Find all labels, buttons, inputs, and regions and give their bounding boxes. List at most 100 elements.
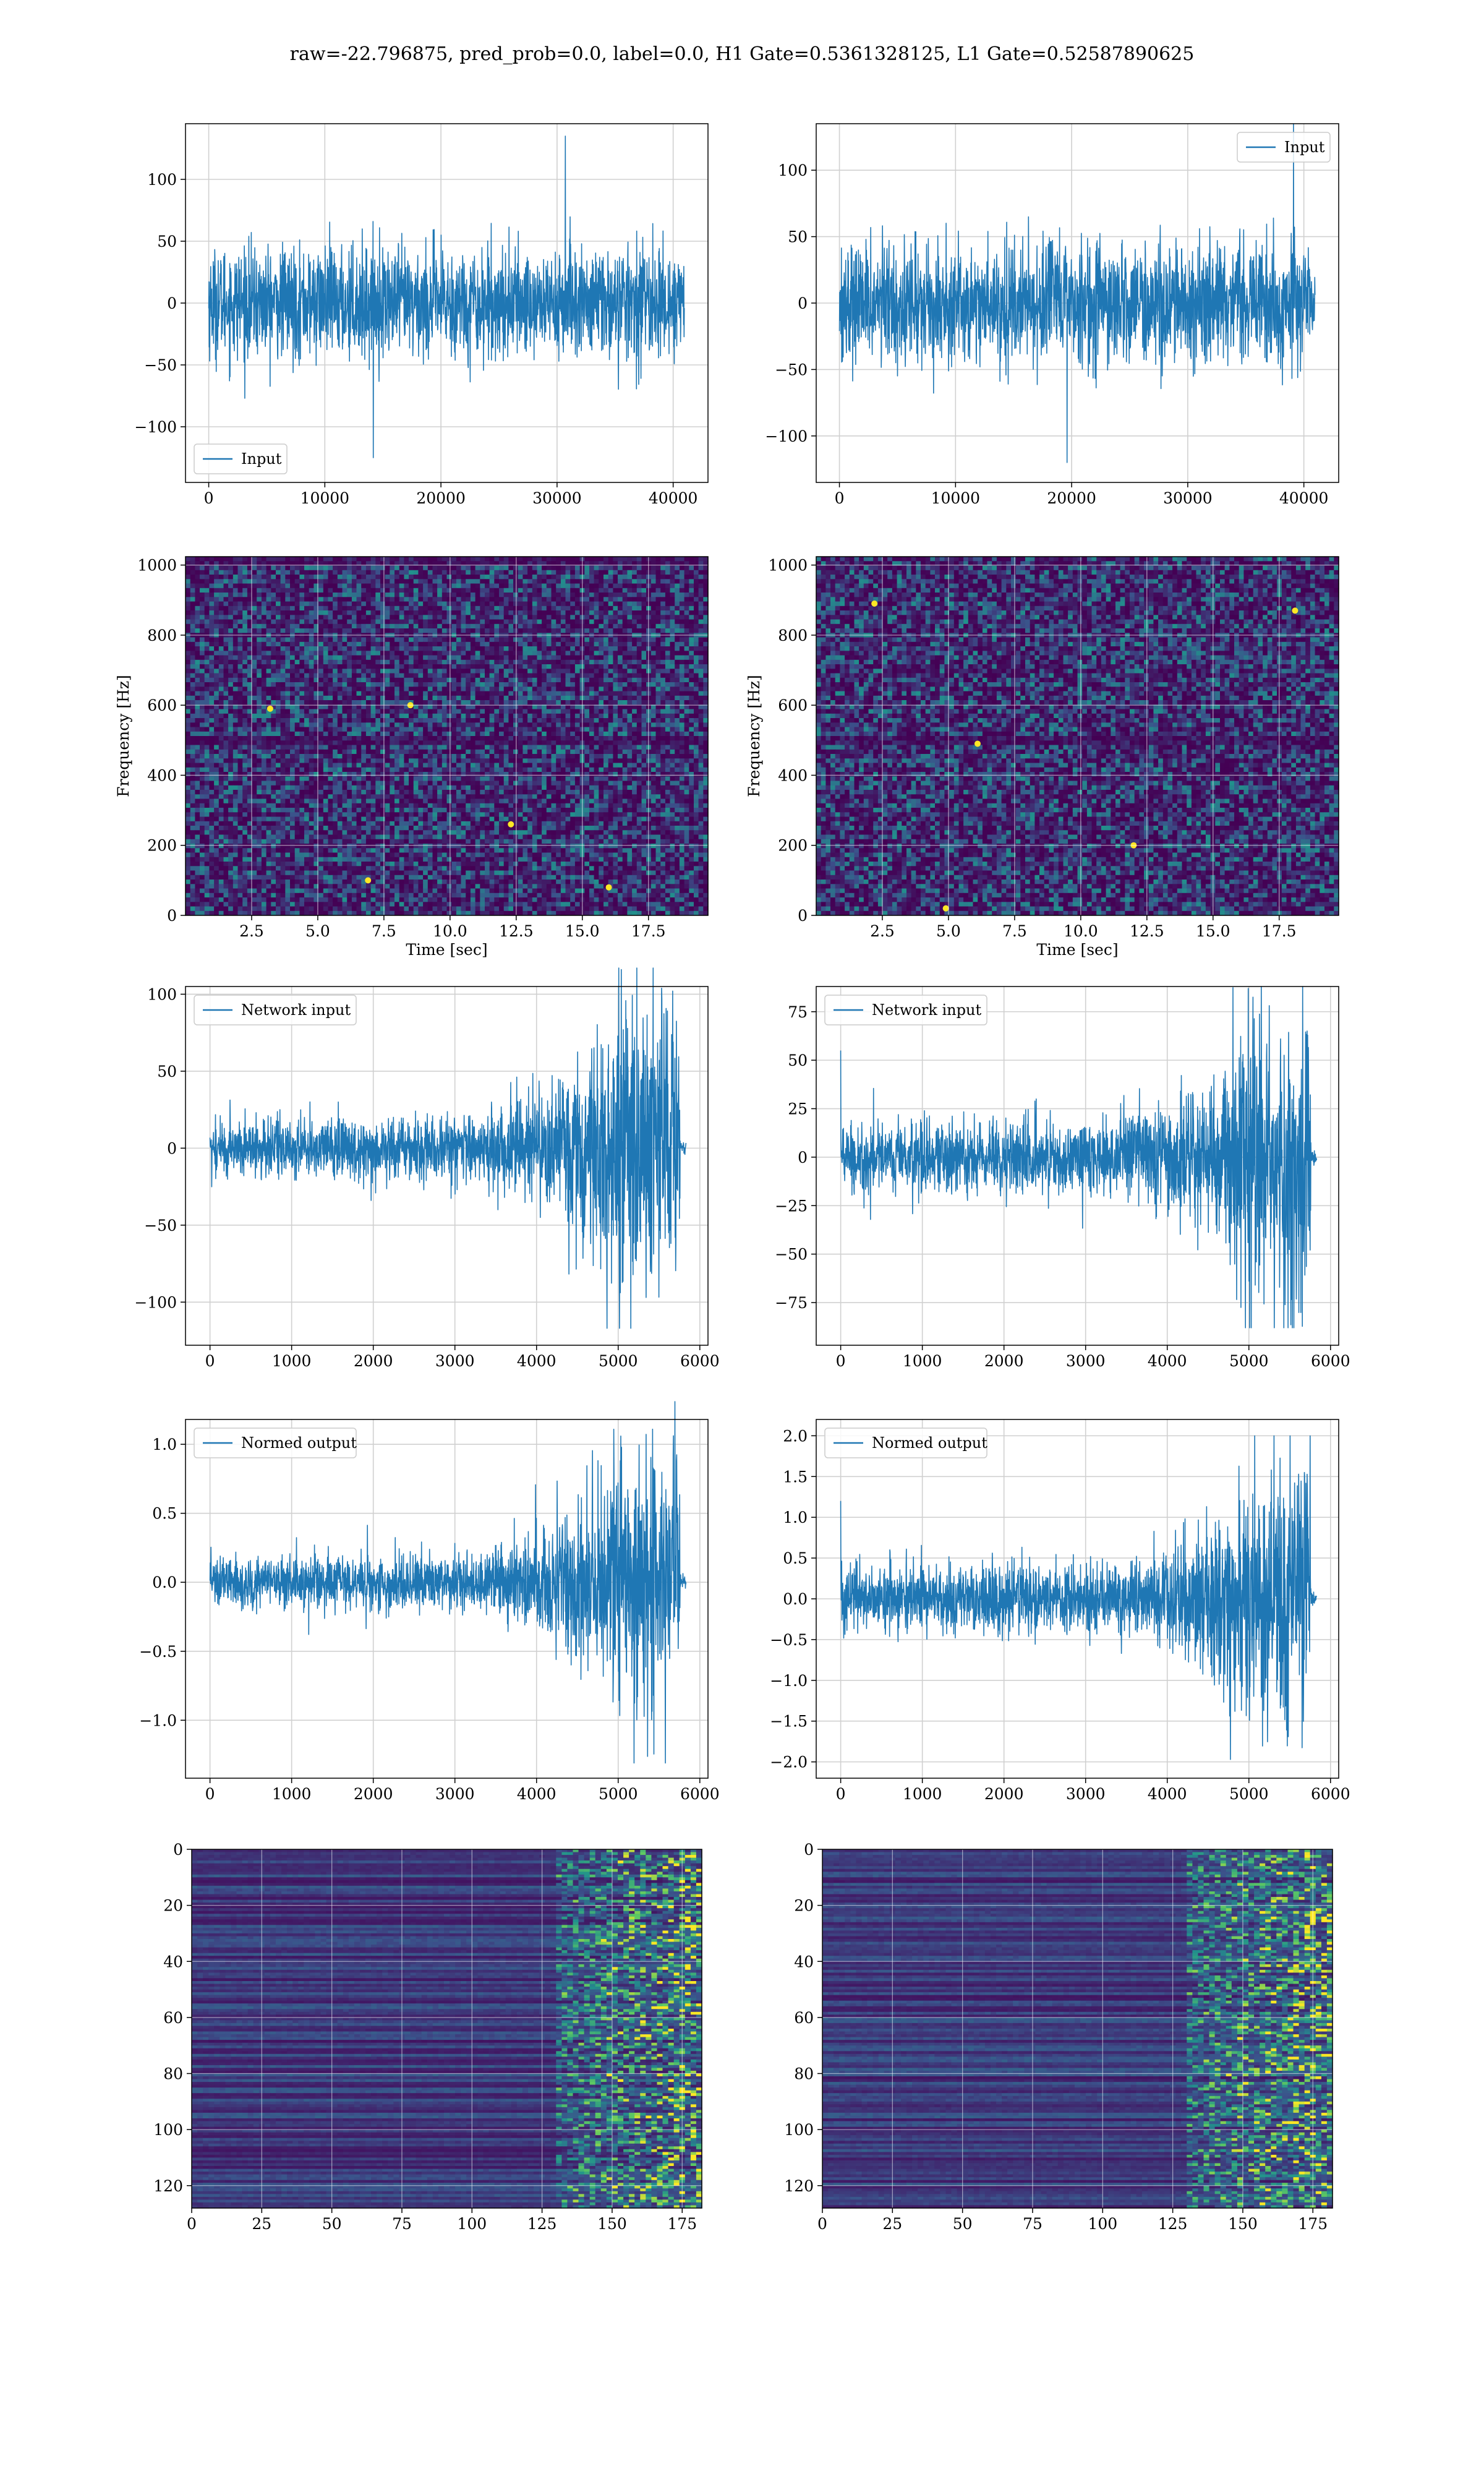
heatmap-cell bbox=[294, 565, 300, 571]
heatmap-cell bbox=[494, 687, 500, 692]
heatmap-cell bbox=[546, 682, 552, 687]
heatmap-cell bbox=[351, 579, 357, 584]
heatmap-cell bbox=[390, 641, 395, 647]
heatmap-cell bbox=[675, 641, 680, 647]
heatmap-cell bbox=[294, 709, 300, 714]
heatmap-cell bbox=[461, 575, 466, 580]
heatmap-cell bbox=[679, 731, 685, 737]
heatmap-cell bbox=[309, 745, 314, 750]
heatmap-cell bbox=[186, 579, 191, 584]
heatmap-cell bbox=[399, 713, 404, 719]
heatmap-cell bbox=[679, 597, 685, 602]
heatmap-cell bbox=[209, 745, 215, 750]
heatmap-cell bbox=[304, 704, 310, 710]
heatmap-cell bbox=[266, 677, 271, 683]
heatmap-cell bbox=[456, 669, 462, 674]
heatmap-cell bbox=[285, 623, 291, 629]
heatmap-cell bbox=[380, 651, 386, 656]
heatmap-cell bbox=[365, 673, 372, 678]
heatmap-cell bbox=[257, 655, 262, 661]
heatmap-cell bbox=[333, 736, 338, 741]
heatmap-cell bbox=[565, 615, 571, 620]
heatmap-cell bbox=[665, 646, 671, 651]
heatmap-cell bbox=[565, 610, 571, 615]
heatmap-cell bbox=[323, 623, 329, 629]
heatmap-cell bbox=[337, 637, 343, 643]
heatmap-cell bbox=[518, 593, 523, 597]
heatmap-cell bbox=[380, 615, 386, 620]
heatmap-cell bbox=[461, 727, 466, 732]
heatmap-cell bbox=[689, 641, 694, 647]
heatmap-cell bbox=[689, 606, 694, 611]
heatmap-cell bbox=[280, 749, 286, 755]
heatmap-cell bbox=[186, 677, 191, 683]
heatmap-cell bbox=[328, 727, 333, 732]
heatmap-cell bbox=[527, 745, 533, 750]
heatmap-cell bbox=[313, 579, 319, 584]
heatmap-cell bbox=[480, 646, 485, 651]
heatmap-cell bbox=[470, 664, 476, 669]
heatmap-cell bbox=[261, 623, 267, 629]
heatmap-cell bbox=[456, 565, 462, 571]
heatmap-cell bbox=[271, 745, 276, 750]
heatmap-cell bbox=[247, 740, 253, 746]
heatmap-cell bbox=[409, 601, 414, 607]
heatmap-cell bbox=[603, 651, 609, 656]
heatmap-cell bbox=[461, 740, 466, 746]
heatmap-cell bbox=[232, 691, 239, 696]
heatmap-cell bbox=[432, 588, 438, 593]
heatmap-cell bbox=[570, 561, 576, 567]
heatmap-cell bbox=[351, 583, 357, 589]
heatmap-cell bbox=[223, 695, 229, 701]
heatmap-cell bbox=[518, 583, 523, 589]
heatmap-cell bbox=[675, 659, 680, 665]
heatmap-cell bbox=[703, 722, 709, 728]
heatmap-cell bbox=[503, 606, 509, 611]
heatmap-cell bbox=[570, 745, 576, 750]
heatmap-cell bbox=[618, 646, 623, 651]
heatmap-cell bbox=[365, 740, 372, 746]
heatmap-cell bbox=[513, 745, 519, 750]
heatmap-cell bbox=[494, 736, 500, 741]
heatmap-cell bbox=[522, 736, 528, 741]
heatmap-cell bbox=[565, 682, 571, 687]
heatmap-cell bbox=[228, 691, 234, 696]
heatmap-cell bbox=[565, 745, 571, 750]
heatmap-cell bbox=[294, 731, 300, 737]
heatmap-cell bbox=[603, 637, 609, 643]
heatmap-cell bbox=[522, 601, 528, 607]
heatmap-cell bbox=[532, 722, 538, 728]
heatmap-cell bbox=[613, 695, 618, 701]
heatmap-cell bbox=[542, 669, 547, 674]
heatmap-cell bbox=[385, 709, 390, 714]
heatmap-cell bbox=[437, 583, 443, 589]
heatmap-cell bbox=[684, 687, 689, 692]
heatmap-cell bbox=[218, 561, 224, 567]
heatmap-cell bbox=[589, 740, 595, 746]
heatmap-cell bbox=[546, 736, 552, 741]
heatmap-cell bbox=[337, 736, 343, 741]
heatmap-cell bbox=[679, 623, 685, 629]
heatmap-cell bbox=[365, 651, 372, 656]
heatmap-cell bbox=[650, 695, 657, 701]
heatmap-cell bbox=[195, 628, 200, 633]
heatmap-cell bbox=[518, 659, 523, 665]
heatmap-cell bbox=[261, 588, 267, 593]
heatmap-cell bbox=[380, 695, 386, 701]
heatmap-cell bbox=[446, 646, 452, 651]
heatmap-cell bbox=[328, 623, 333, 629]
heatmap-cell bbox=[304, 597, 310, 602]
heatmap-cell bbox=[518, 651, 523, 656]
heatmap-cell bbox=[551, 659, 556, 665]
heatmap-cell bbox=[470, 709, 476, 714]
heatmap-cell bbox=[565, 619, 571, 625]
y-tick-label: 100 bbox=[778, 161, 808, 179]
heatmap-cell bbox=[655, 619, 661, 625]
heatmap-cell bbox=[522, 610, 528, 615]
heatmap-cell bbox=[441, 713, 448, 719]
heatmap-cell bbox=[466, 745, 471, 750]
heatmap-cell bbox=[365, 646, 372, 651]
heatmap-cell bbox=[186, 565, 191, 571]
heatmap-cell bbox=[527, 669, 533, 674]
heatmap-cell bbox=[218, 745, 224, 750]
